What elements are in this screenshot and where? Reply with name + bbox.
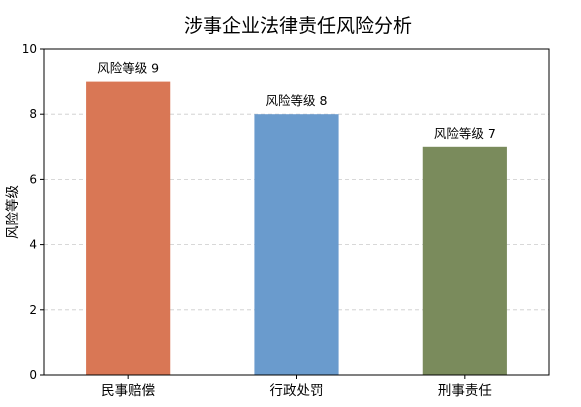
- x-tick-label: 行政处罚: [270, 383, 324, 399]
- x-tick-label: 民事赔偿: [101, 383, 155, 399]
- y-tick-label: 6: [29, 172, 37, 186]
- y-tick-label: 4: [29, 238, 37, 252]
- bar-value-label: 风险等级 7: [434, 126, 496, 141]
- y-axis-ticks: 0 2 4 6 8 10: [22, 42, 44, 382]
- bar-value-label: 风险等级 8: [266, 93, 328, 108]
- bar: [86, 81, 171, 375]
- bar: [422, 146, 507, 375]
- bars: [86, 81, 507, 375]
- x-axis-ticks: 民事赔偿 行政处罚 刑事责任: [101, 375, 492, 399]
- y-tick-label: 8: [29, 107, 37, 121]
- bar: [254, 114, 339, 375]
- y-tick-label: 0: [29, 368, 37, 382]
- x-tick-label: 刑事责任: [438, 383, 492, 399]
- bar-value-label: 风险等级 9: [97, 61, 159, 76]
- y-axis-label: 风险等级: [4, 185, 21, 239]
- data-labels: 风险等级 9 风险等级 8 风险等级 7: [97, 61, 496, 141]
- y-tick-label: 2: [29, 303, 37, 317]
- y-tick-label: 10: [22, 42, 37, 56]
- chart-title: 涉事企业法律责任风险分析: [184, 15, 412, 37]
